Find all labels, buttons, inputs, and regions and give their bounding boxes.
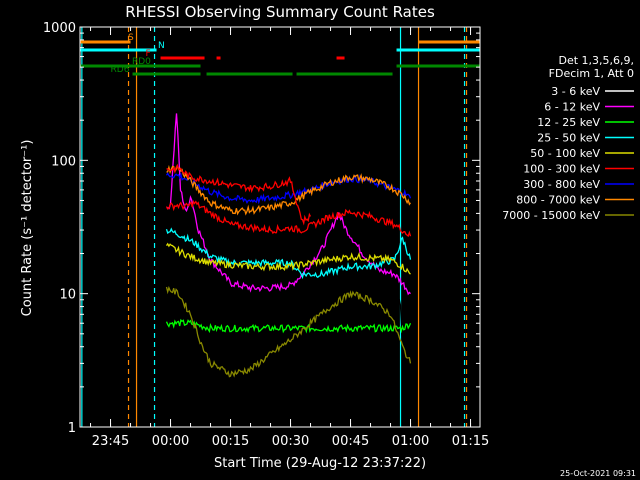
y-axis-label: Count Rate (s⁻¹ detector⁻¹) xyxy=(20,140,35,317)
series-line-7 xyxy=(166,164,412,216)
legend-entry-label: 12 - 25 keV xyxy=(537,116,600,129)
flag-label-s: S xyxy=(128,33,134,43)
x-tick-label: 23:45 xyxy=(92,434,129,449)
flag-label-f: F xyxy=(146,49,151,59)
legend-entry-label: 25 - 50 keV xyxy=(537,132,600,145)
series-line-9 xyxy=(165,285,412,378)
x-tick-label: 01:15 xyxy=(452,434,489,449)
legend-entry-label: 100 - 300 keV xyxy=(523,163,600,176)
legend-header-line: Det 1,3,5,6,9, xyxy=(558,54,634,67)
legend-entry-label: 3 - 6 keV xyxy=(551,85,600,98)
series-line-5 xyxy=(165,199,412,238)
y-tick-label: 100 xyxy=(51,154,76,169)
legend: Det 1,3,5,6,9,FDecim 1, Att 0 3 - 6 keV 6 … xyxy=(502,54,634,222)
chart-title: RHESSI Observing Summary Count Rates xyxy=(125,3,435,21)
y-tick-label: 1000 xyxy=(43,21,76,36)
series-line-4 xyxy=(165,242,411,275)
series-line-2 xyxy=(165,318,412,334)
x-tick-label: 00:30 xyxy=(272,434,309,449)
legend-entry-label: 300 - 800 keV xyxy=(523,178,600,191)
legend-entry-label: 7000 - 15000 keV xyxy=(502,209,600,222)
x-tick-label: 00:00 xyxy=(152,434,189,449)
x-axis-label: Start Time (29-Aug-12 23:37:22) xyxy=(214,456,426,471)
flag-label-rd6: RD6 xyxy=(111,65,130,75)
legend-entry-label: 800 - 7000 keV xyxy=(516,194,600,207)
series-line-8 xyxy=(166,163,312,226)
timestamp: 25-Oct-2021 09:31 xyxy=(560,469,636,478)
axes: 1 10 100 1000 23:45 00:00 00:15 00:30 00:45 01:00… xyxy=(43,21,489,449)
legend-entry-label: 50 - 100 keV xyxy=(530,147,600,160)
legend-entry-label: 6 - 12 keV xyxy=(544,101,600,114)
legend-header-line: FDecim 1, Att 0 xyxy=(549,67,634,80)
plot-frame xyxy=(79,26,481,428)
series-line-0 xyxy=(166,212,412,417)
x-tick-label: 00:15 xyxy=(212,434,249,449)
flag-label-rd0: RD0 xyxy=(132,57,151,67)
x-tick-label: 01:00 xyxy=(392,434,429,449)
flag-label-n: N xyxy=(158,41,165,51)
x-tick-label: 00:45 xyxy=(332,434,369,449)
y-tick-label: 1 xyxy=(68,421,76,436)
y-tick-label: 10 xyxy=(59,288,76,303)
